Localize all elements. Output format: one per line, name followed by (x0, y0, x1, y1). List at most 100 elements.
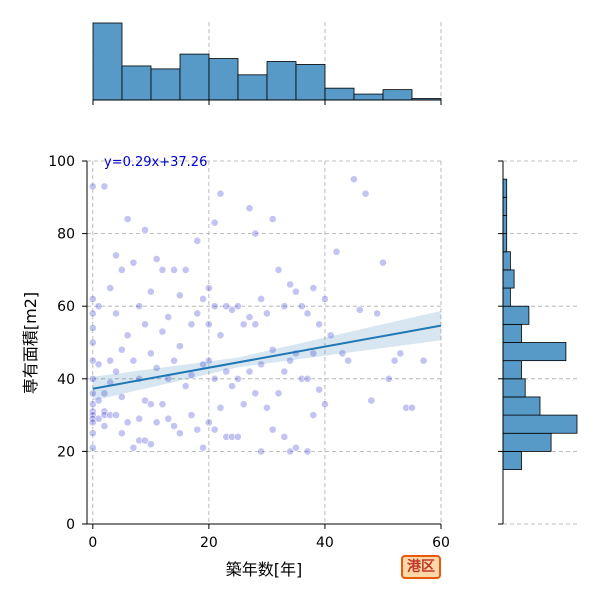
histy-bar (502, 414, 578, 434)
scatter-point (210, 302, 219, 311)
scatter-point (100, 389, 109, 398)
scatter-point (204, 284, 213, 292)
y-tick-label: 80 (57, 227, 75, 243)
scatter-point (112, 367, 120, 376)
scatter-point (396, 349, 405, 358)
scatter-point (88, 295, 97, 303)
histx-bar (353, 93, 384, 101)
scatter-point (152, 418, 161, 427)
scatter-point (88, 182, 97, 191)
histx-bar (266, 61, 297, 101)
histy-bar (502, 378, 526, 398)
scatter-point (193, 425, 202, 434)
scatter-point (309, 349, 318, 358)
scatter-point (216, 331, 225, 340)
scatter-point (152, 364, 161, 372)
y-histogram (498, 160, 578, 525)
scatter-point (245, 313, 254, 321)
scatter-point (175, 291, 184, 300)
scatter-point (268, 215, 277, 223)
histy-bar (502, 432, 552, 452)
x-tick-label: 40 (316, 535, 334, 551)
scatter-point (100, 182, 109, 191)
scatter-point (309, 411, 318, 419)
scatter-point (268, 425, 277, 434)
scatter-point (94, 414, 103, 423)
scatter-point (158, 265, 167, 274)
scatter-point (175, 429, 184, 438)
scatter-point (332, 247, 341, 256)
scatter-point (419, 356, 428, 365)
scatter-point (88, 389, 97, 398)
histy-bar (502, 342, 567, 362)
scatter-point (251, 320, 260, 329)
scatter-point (268, 345, 277, 354)
scatter-point (257, 360, 265, 369)
scatter-point (187, 411, 196, 419)
scatter-point (297, 374, 306, 383)
scatter-point (141, 320, 149, 329)
scatter-point (210, 218, 219, 227)
scatter-point (315, 320, 324, 329)
histx-bar (150, 68, 181, 101)
scatter-point (181, 382, 190, 390)
histy-bar (502, 251, 511, 271)
scatter-point (222, 302, 231, 311)
scatter-point (94, 396, 103, 405)
y-tick-label: 0 (66, 517, 75, 533)
scatter-point (286, 447, 295, 456)
scatter-point (88, 324, 97, 332)
scatter-point (228, 382, 236, 390)
scatter-point (251, 389, 260, 398)
scatter-point (141, 226, 149, 234)
scatter-point (164, 414, 173, 423)
scatter-point (379, 258, 387, 267)
x-tick-label: 60 (432, 535, 450, 551)
scatter-point (106, 284, 115, 292)
y-tick-label: 20 (57, 444, 75, 460)
scatter-point (286, 280, 295, 289)
histy-bar (502, 323, 522, 343)
scatter-point (233, 432, 242, 441)
scatter-point (315, 385, 324, 394)
scatter-point (112, 309, 120, 318)
main-axes: 0 20 40 60 80 100 0 20 40 60 (48, 154, 450, 551)
scatter-point (112, 251, 120, 260)
scatter-point (245, 204, 254, 213)
histy-bar (502, 233, 508, 253)
scatter-point (88, 418, 97, 427)
scatter-point (117, 265, 126, 274)
scatter-point (88, 374, 97, 383)
scatter-point (106, 411, 115, 419)
scatter-point (129, 443, 138, 452)
scatter-point (408, 403, 416, 412)
scatter-point (222, 432, 231, 441)
scatter-point (100, 411, 109, 419)
scatter-point (257, 447, 265, 456)
scatter-point (123, 418, 132, 427)
scatter-point (257, 295, 265, 303)
scatter-point (146, 287, 155, 296)
scatter-point (286, 356, 295, 365)
histy-bar (502, 450, 522, 470)
scatter-point (297, 302, 306, 311)
scatter-point (390, 356, 399, 365)
regression-layer (92, 310, 441, 401)
scatter-point (181, 265, 190, 274)
scatter-point (129, 258, 138, 267)
scatter-point (170, 265, 178, 274)
scatter-point (233, 302, 242, 311)
scatter-point (199, 295, 207, 303)
scatter-point (135, 414, 144, 423)
scatter-point (367, 396, 376, 405)
y-tick-label: 100 (48, 154, 75, 170)
scatter-point (239, 400, 248, 409)
scatter-point (123, 215, 132, 223)
y-tick-label: 40 (57, 372, 75, 388)
scatter-point (216, 189, 225, 198)
scatter-point (245, 367, 254, 376)
histy-bar (502, 269, 515, 289)
scatter-point (292, 443, 300, 452)
scatter-point (228, 432, 236, 441)
scatter-point (233, 374, 242, 383)
